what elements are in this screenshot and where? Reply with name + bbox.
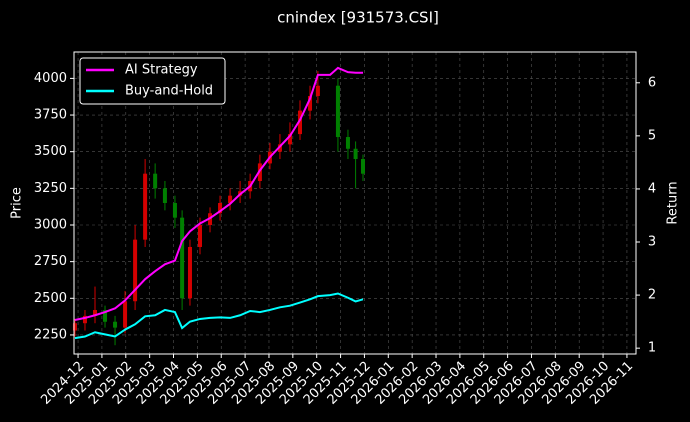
candle-body <box>277 144 282 152</box>
line <box>74 292 364 340</box>
y2-tick-label: 4 <box>648 181 656 196</box>
candle-body <box>82 315 87 324</box>
y2-tick-label: 3 <box>648 235 656 250</box>
candle-body <box>153 173 158 189</box>
y2-tick-label: 5 <box>648 128 656 143</box>
candle-body <box>315 85 320 96</box>
candle-body <box>228 195 233 203</box>
candle-body <box>93 310 98 316</box>
y-tick-label: 2500 <box>34 291 67 306</box>
y-tick-label: 3250 <box>34 181 67 196</box>
candle-body <box>345 137 350 149</box>
line <box>74 66 363 322</box>
candle-body <box>308 95 313 111</box>
candle-body <box>162 188 167 203</box>
candle-body <box>103 310 108 322</box>
y-tick-label: 2750 <box>34 254 67 269</box>
candle-body <box>172 203 177 218</box>
plot-frame <box>73 51 637 355</box>
candle-body <box>187 246 192 299</box>
y2-tick-label: 2 <box>648 288 656 303</box>
y-tick-label: 4000 <box>34 71 67 86</box>
candle-body <box>287 134 292 145</box>
candle-body <box>360 159 365 174</box>
chart-title: cnindex [931573.CSI] <box>277 9 439 27</box>
candle-body <box>353 148 358 160</box>
candle-body <box>180 217 185 299</box>
y2-tick-label: 6 <box>648 75 656 90</box>
candle-body <box>72 323 77 331</box>
y-axis-label: Price <box>10 187 25 219</box>
candle-body <box>123 301 128 328</box>
legend: AI Strategy Buy-and-Hold <box>79 57 226 105</box>
legend-box <box>79 57 226 105</box>
y-tick-label: 3500 <box>34 144 67 159</box>
y-tick-label: 2250 <box>34 327 67 342</box>
candle-body <box>335 85 340 138</box>
candle-body <box>218 203 223 214</box>
candle-body <box>133 239 138 302</box>
y2-tick-label: 1 <box>648 341 656 356</box>
candle-body <box>143 173 148 240</box>
candle-body <box>198 224 203 247</box>
y2-axis-label: Return <box>666 181 681 224</box>
y-tick-label: 3750 <box>34 108 67 123</box>
y-tick-label: 3000 <box>34 217 67 232</box>
candle-body <box>113 321 118 328</box>
legend-label: AI Strategy <box>125 63 198 78</box>
legend-label: Buy-and-Hold <box>125 84 213 99</box>
candle-body <box>297 110 302 135</box>
